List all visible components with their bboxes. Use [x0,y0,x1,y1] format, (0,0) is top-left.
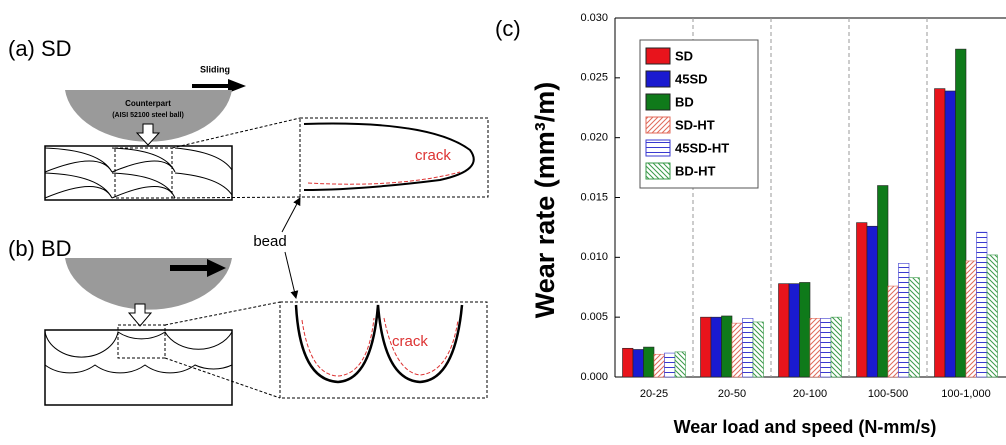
legend-label: 45SD [675,71,708,86]
legend-swatch [645,139,671,157]
bar [830,316,842,378]
bar [877,185,889,378]
bar [944,90,956,378]
arrow [284,251,299,299]
beads [44,331,233,374]
legend-label: BD-HT [675,163,715,178]
x-tick-label: 20-50 [718,388,746,400]
bar [778,283,790,378]
bar [653,353,665,378]
zoom-box [299,117,489,198]
bar [986,254,998,378]
legend-swatch [645,93,671,111]
y-axis-title: Wear rate (mm³/m) [530,82,560,319]
legend-swatch [645,47,671,65]
arrow [135,123,161,146]
y-tick-label: 0.020 [580,132,608,144]
legend-label: BD [675,94,694,109]
specimen [44,145,233,201]
bar [664,352,676,378]
bar [799,282,811,378]
bar [752,321,764,378]
label: bead [253,233,286,250]
bar [788,283,800,378]
legend-swatch [645,116,671,134]
crack-line [301,317,459,377]
legend-swatch [645,162,671,180]
bar [856,222,868,378]
bead-outline [303,122,475,191]
ball [65,90,232,142]
label: Counterpart [125,99,171,108]
bar [976,231,988,378]
arrow [127,303,153,327]
x-tick-label: 20-25 [640,388,668,400]
x-tick-label: 100-500 [868,388,908,400]
bar [820,318,832,378]
zoom-line [164,301,281,399]
legend-box [639,39,759,189]
bar [934,88,946,378]
y-tick-label: 0.010 [580,251,608,263]
legend-label: 45SD-HT [675,140,729,155]
y-tick-label: 0.025 [580,72,608,84]
bar [809,318,821,378]
bar [742,318,754,378]
bar [866,225,878,378]
y-tick-label: 0.005 [580,311,608,323]
label: Sliding [200,64,230,74]
bar [700,316,712,378]
bar [898,263,910,378]
bar [908,277,920,378]
bead-outline [294,304,464,384]
diagram: (a) SD Sliding Counterpart (AISI 52100 s… [8,36,489,406]
zoom-box [279,301,488,399]
zoom-box [114,147,173,199]
crack-line [307,171,461,185]
panel-label: (a) SD [8,36,72,61]
panel-label: (c) [495,16,521,41]
panel-label: (b) BD [8,236,72,261]
y-tick-label: 0.030 [580,12,608,24]
beads [44,147,233,199]
x-axis-title: Wear load and speed (N-mm/s) [674,417,937,437]
legend-swatch [645,70,671,88]
zoom-line [171,117,301,199]
label: (AISI 52100 steel ball) [112,112,184,119]
bar [632,349,644,378]
specimen [44,329,233,406]
x-tick-label: 100-1,000 [941,388,991,400]
x-tick-label: 20-100 [793,388,827,400]
label: crack [415,147,451,164]
arrow [281,197,301,233]
arrow [170,259,226,277]
bar [965,260,977,378]
bar [731,322,743,378]
y-tick-label: 0.000 [580,371,608,383]
bar [674,351,686,378]
bar [955,48,967,378]
bar [721,315,733,378]
arrow [192,79,246,93]
legend-label: SD [675,48,693,63]
bar [643,346,655,378]
bar [622,347,634,378]
bar [710,316,722,378]
y-tick-label: 0.015 [580,191,608,203]
legend-label: SD-HT [675,117,715,132]
bar [887,285,899,378]
label: crack [392,333,428,350]
